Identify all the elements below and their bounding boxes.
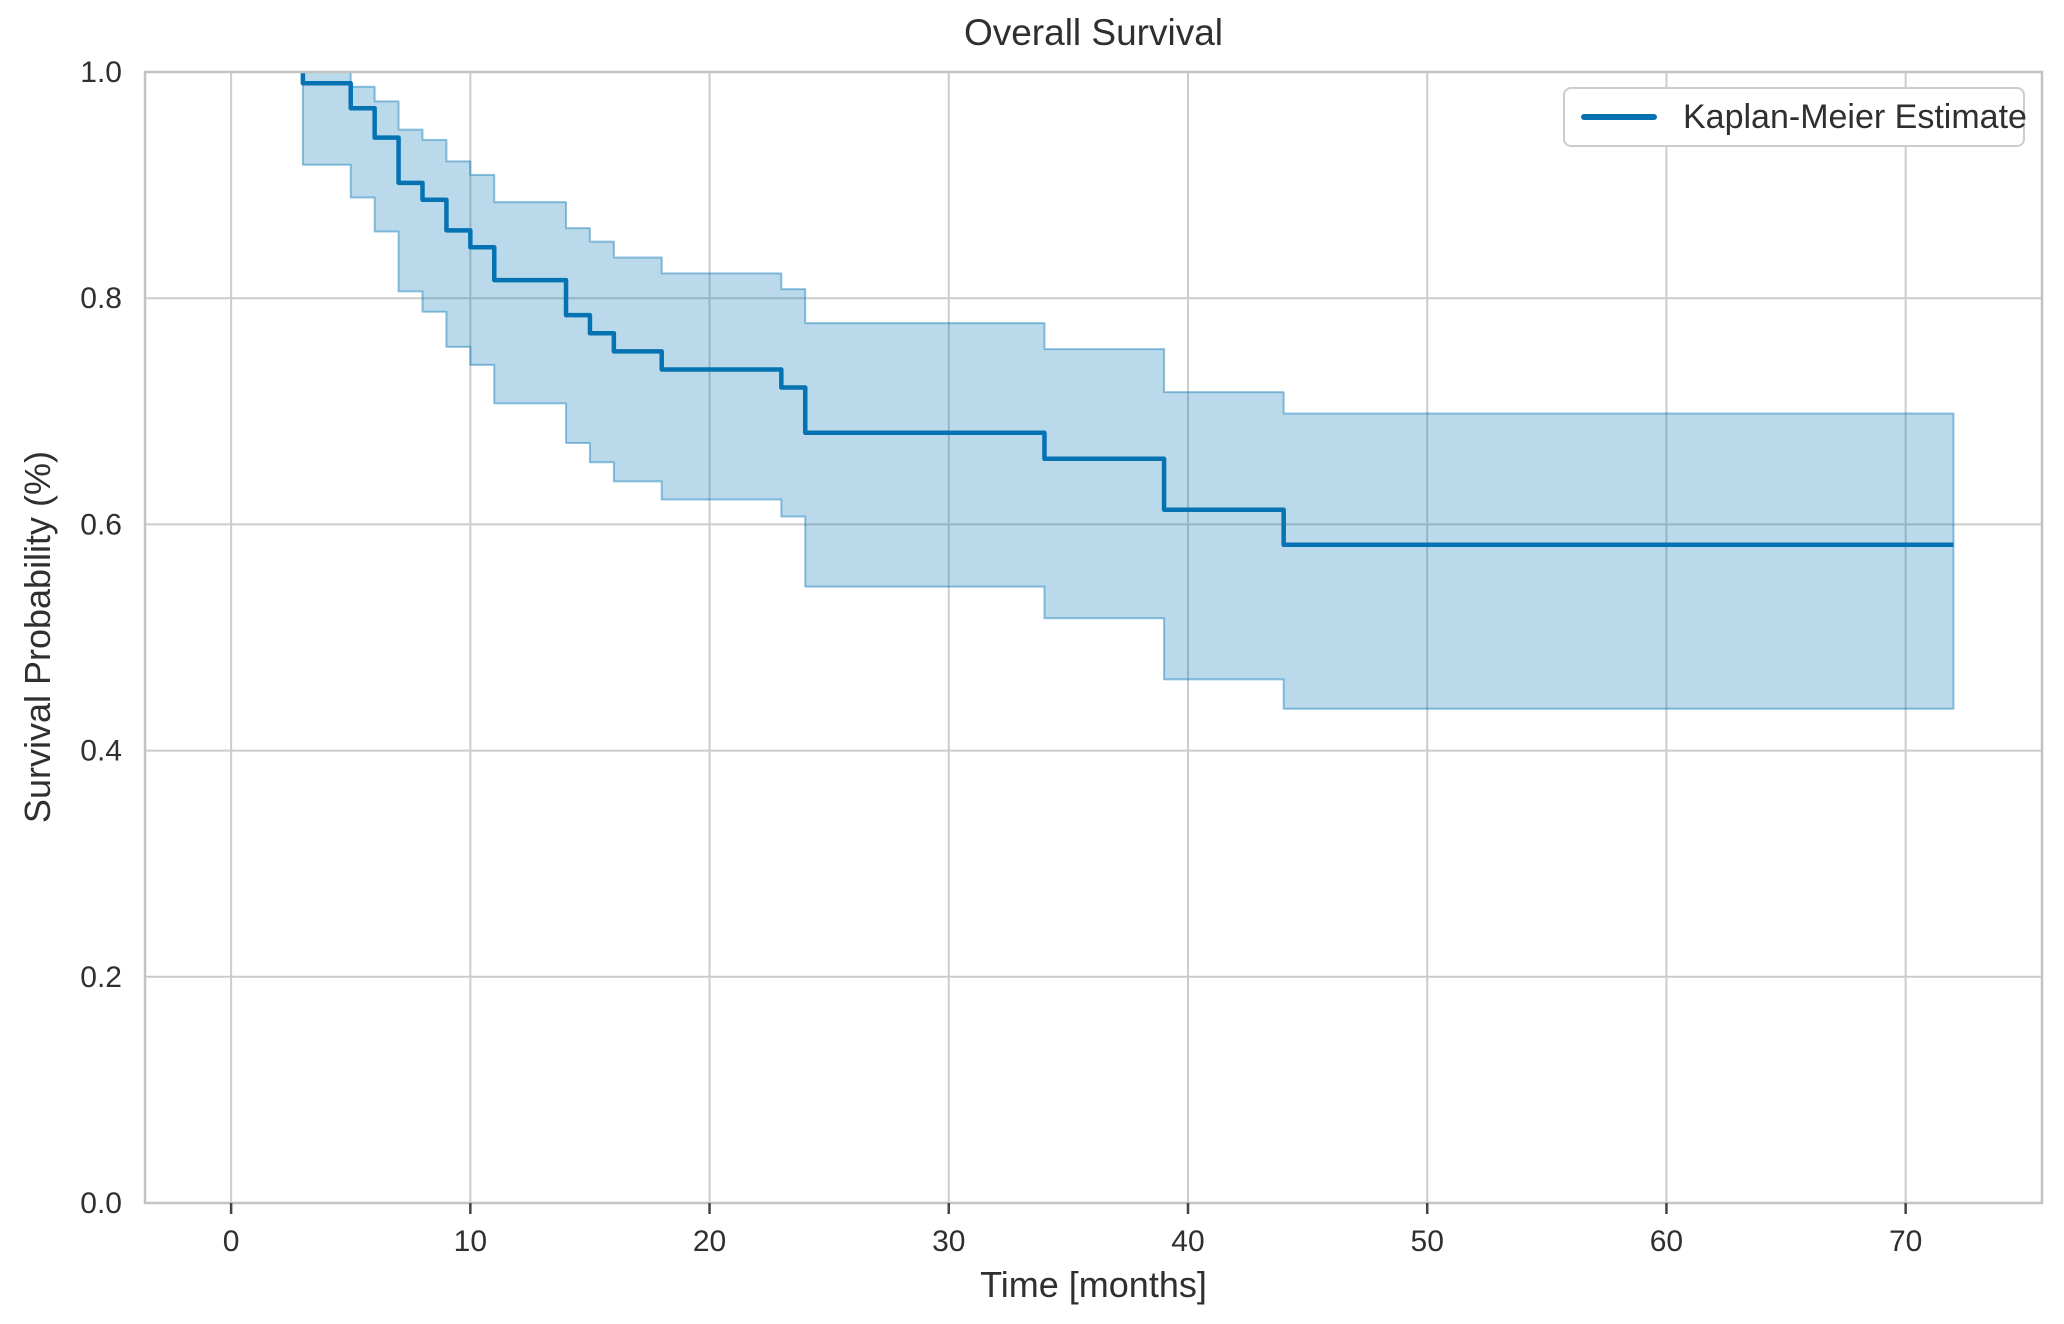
y-tick-label: 0.8 — [80, 282, 122, 315]
x-tick-label: 10 — [454, 1225, 487, 1258]
y-tick-label: 1.0 — [80, 56, 122, 89]
x-tick-labels: 0 10 20 30 40 50 60 70 — [223, 1225, 1923, 1258]
y-tick-labels: 0.0 0.2 0.4 0.6 0.8 1.0 — [80, 56, 122, 1220]
confidence-band — [301, 71, 1955, 710]
x-tick-marks — [229, 1203, 1907, 1214]
x-tick-label: 30 — [932, 1225, 965, 1258]
y-tick-label: 0.0 — [80, 1187, 122, 1220]
x-tick-label: 50 — [1411, 1225, 1444, 1258]
y-tick-label: 0.4 — [80, 735, 122, 768]
y-axis-label: Survival Probability (%) — [17, 450, 58, 824]
legend-label: Kaplan-Meier Estimate — [1683, 97, 2027, 136]
x-tick-label: 60 — [1650, 1225, 1683, 1258]
x-tick-label: 20 — [693, 1225, 726, 1258]
x-axis-label: Time [months] — [980, 1264, 1207, 1305]
legend-line-sample — [1581, 114, 1657, 120]
legend: Kaplan-Meier Estimate — [1563, 87, 2027, 147]
km-estimate-line — [300, 72, 1954, 548]
plot-border — [143, 70, 2044, 1205]
x-tick-label: 70 — [1889, 1225, 1922, 1258]
y-tick-label: 0.6 — [80, 508, 122, 541]
x-tick-label: 40 — [1171, 1225, 1204, 1258]
x-tick-label: 0 — [223, 1225, 240, 1258]
y-tick-label: 0.2 — [80, 961, 122, 994]
chart-title: Overall Survival — [963, 12, 1224, 53]
